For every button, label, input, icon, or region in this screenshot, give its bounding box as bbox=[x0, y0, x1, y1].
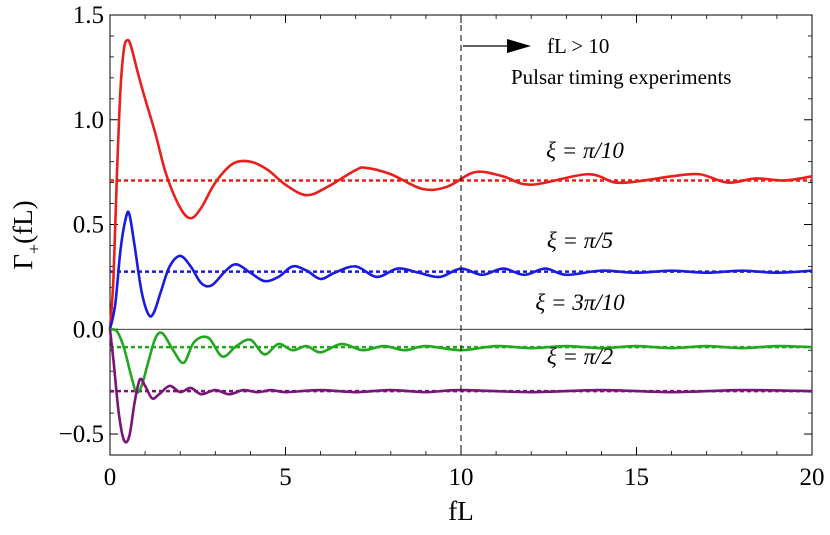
arrow-head-icon bbox=[507, 39, 531, 53]
x-tick-label: 15 bbox=[624, 464, 649, 491]
x-tick-label: 10 bbox=[449, 464, 474, 491]
series-label: ξ = π/2 bbox=[547, 344, 613, 369]
series-label: ξ = π/10 bbox=[546, 138, 624, 163]
y-tick-label: 1.0 bbox=[73, 107, 104, 134]
series-line bbox=[108, 329, 813, 444]
series-label: ξ = π/5 bbox=[547, 228, 613, 253]
y-tick-label: 1.5 bbox=[73, 2, 104, 29]
series-line bbox=[109, 327, 813, 394]
arrow-label: fL > 10 bbox=[547, 34, 609, 58]
series-labels: ξ = π/10 ξ = π/5 ξ = 3π/10 ξ = π/2 bbox=[535, 138, 625, 369]
experiment-label: Pulsar timing experiments bbox=[511, 65, 731, 89]
y-axis-title: Γ+(fL) bbox=[8, 200, 44, 269]
x-tick-label: 20 bbox=[800, 464, 825, 491]
x-axis-title: fL bbox=[448, 496, 473, 526]
series-lines bbox=[108, 38, 813, 444]
y-tick-label: 0.0 bbox=[73, 316, 104, 343]
axis-ticks: 0 5 10 15 20 −0.5 0.0 0.5 1.0 1.5 bbox=[59, 2, 825, 491]
annotations: fL > 10 Pulsar timing experiments bbox=[460, 15, 731, 455]
y-tick-label: −0.5 bbox=[59, 421, 104, 448]
series-line bbox=[108, 210, 813, 330]
series-label: ξ = 3π/10 bbox=[535, 290, 625, 315]
y-tick-label: 0.5 bbox=[73, 212, 104, 239]
x-tick-label: 5 bbox=[279, 464, 292, 491]
series-line bbox=[108, 38, 813, 330]
x-tick-label: 0 bbox=[104, 464, 117, 491]
